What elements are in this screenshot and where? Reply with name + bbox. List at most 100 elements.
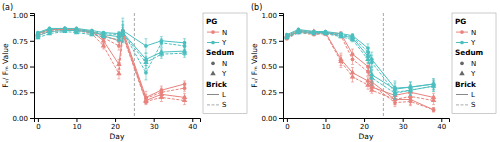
legend-item: Y	[459, 70, 476, 78]
point	[284, 35, 289, 40]
tick: 20	[111, 118, 120, 131]
tick-label: 30	[150, 123, 159, 131]
tick: 20	[360, 118, 369, 131]
series-line	[287, 32, 434, 110]
tick-label: 0	[285, 123, 289, 131]
error-bar	[432, 108, 435, 112]
point	[351, 57, 355, 61]
point	[432, 108, 436, 112]
series	[284, 27, 436, 101]
tick-label: 30	[399, 123, 408, 131]
error-bar	[351, 54, 354, 64]
legend-label: Y	[221, 39, 227, 47]
chart: 0102030400.000.250.500.751.00(a)DayFᵥ/ F…	[0, 0, 500, 142]
point	[296, 29, 301, 34]
point	[144, 71, 148, 75]
point	[350, 37, 355, 42]
point	[339, 34, 343, 38]
point	[311, 30, 316, 35]
tick: 0.75	[261, 38, 283, 46]
series-line	[38, 28, 185, 72]
legend-item: S	[456, 101, 476, 109]
axis-line	[30, 14, 35, 119]
tick: 0.50	[261, 63, 283, 71]
point	[117, 44, 121, 48]
tick: 0.00	[12, 115, 34, 123]
series	[36, 21, 186, 80]
tick-mark	[287, 118, 288, 122]
point	[350, 74, 355, 79]
tick-label: 1.00	[261, 12, 277, 20]
series-line	[38, 31, 185, 60]
legend-label: S	[471, 101, 476, 109]
legend-item: N	[207, 29, 227, 37]
series-line	[287, 33, 434, 94]
legend-group-title: Brick	[206, 80, 227, 89]
point	[408, 87, 413, 92]
legend-swatch-marker	[460, 30, 464, 34]
y-axis-title: Fᵥ/ Fₘ Value	[1, 43, 10, 88]
legend-group-title: PG	[455, 17, 466, 26]
y-axis-title: Fᵥ/ Fₘ Value	[250, 43, 259, 88]
point	[338, 58, 343, 63]
legend: PGNYSedumNYBrickLS	[452, 13, 496, 114]
legend-label: N	[471, 29, 476, 37]
legend-group-title: Sedum	[206, 48, 235, 57]
series	[35, 26, 187, 103]
series	[35, 26, 187, 104]
point	[144, 44, 148, 48]
series	[284, 28, 436, 95]
legend-group-title: Sedum	[455, 48, 484, 57]
point	[159, 94, 164, 99]
series-line	[38, 31, 185, 99]
point	[63, 29, 67, 33]
tick-label: 0.75	[12, 38, 28, 46]
tick-label: 0.50	[12, 63, 28, 71]
legend-swatch-marker	[211, 61, 215, 65]
point	[74, 29, 79, 34]
series	[285, 30, 435, 112]
tick: 0.75	[12, 38, 34, 46]
x-axis-title: Day	[359, 132, 374, 141]
series-line	[287, 31, 434, 93]
point	[62, 28, 67, 33]
tick: 0.25	[261, 89, 283, 97]
tick-label: 20	[111, 123, 120, 131]
tick: 1.00	[12, 12, 34, 20]
plot-area	[284, 13, 436, 118]
point	[101, 34, 106, 39]
tick: 0	[285, 118, 289, 131]
point	[182, 97, 187, 102]
panel-title: (b)	[251, 3, 262, 12]
tick: 0.00	[261, 115, 283, 123]
x-axis-title: Day	[110, 132, 125, 141]
point	[297, 30, 301, 34]
legend-label: S	[222, 101, 227, 109]
series-line	[38, 32, 185, 63]
legend-swatch-line	[207, 104, 219, 105]
legend-label: Y	[221, 70, 227, 78]
tick: 0.50	[12, 63, 34, 71]
tick-mark	[30, 41, 34, 42]
legend-label: N	[222, 29, 227, 37]
legend-swatch-line	[207, 94, 219, 95]
x-axis: 010203040	[35, 118, 201, 131]
legend-label: N	[471, 60, 476, 68]
legend-label: Y	[470, 70, 476, 78]
legend-group-title: PG	[206, 17, 217, 26]
legend-item: S	[207, 101, 227, 109]
axis-line	[284, 119, 450, 123]
series	[285, 31, 435, 112]
tick-label: 0.00	[261, 115, 277, 123]
legend-swatch-marker	[210, 71, 215, 76]
tick-mark	[76, 118, 77, 122]
axis-line	[279, 14, 284, 119]
point	[432, 108, 436, 112]
point	[324, 31, 328, 35]
tick-mark	[279, 92, 283, 93]
series	[35, 25, 187, 68]
point	[369, 87, 374, 92]
tick: 1.00	[261, 12, 283, 20]
tick-label: 0.25	[261, 89, 277, 97]
tick-label: 0.50	[261, 63, 277, 71]
